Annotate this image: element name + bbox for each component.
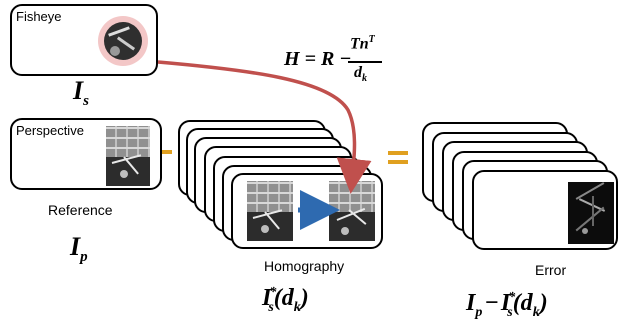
- equation-denominator: dk: [354, 64, 367, 85]
- error-caption: Error: [535, 262, 567, 278]
- perspective-symbol: Ip: [70, 232, 88, 266]
- error-image: [568, 182, 614, 244]
- fisheye-panel: Fisheye: [10, 4, 158, 76]
- equation-numerator: TnT: [350, 34, 375, 53]
- perspective-image: [106, 126, 150, 186]
- fraction-bar: [348, 61, 382, 63]
- fisheye-label: Fisheye: [16, 9, 62, 24]
- equation-lhs: H = R −: [284, 48, 352, 70]
- error-symbol: Ip−I*s(dk): [466, 290, 548, 320]
- homography-image-left: [247, 181, 293, 241]
- perspective-panel: Perspective: [10, 118, 162, 190]
- perspective-label: Perspective: [16, 123, 84, 138]
- fisheye-image: [98, 16, 148, 66]
- minus-operator: [162, 150, 172, 154]
- reference-caption: Reference: [48, 202, 113, 218]
- homography-caption: Homography: [264, 258, 345, 274]
- error-front-panel: [472, 170, 618, 250]
- fisheye-to-homography-arrow: [157, 60, 372, 194]
- fisheye-symbol: Is: [73, 76, 89, 110]
- homography-symbol: I*s(dk): [262, 285, 309, 315]
- homography-equation: H = R − TnT dk: [284, 34, 404, 90]
